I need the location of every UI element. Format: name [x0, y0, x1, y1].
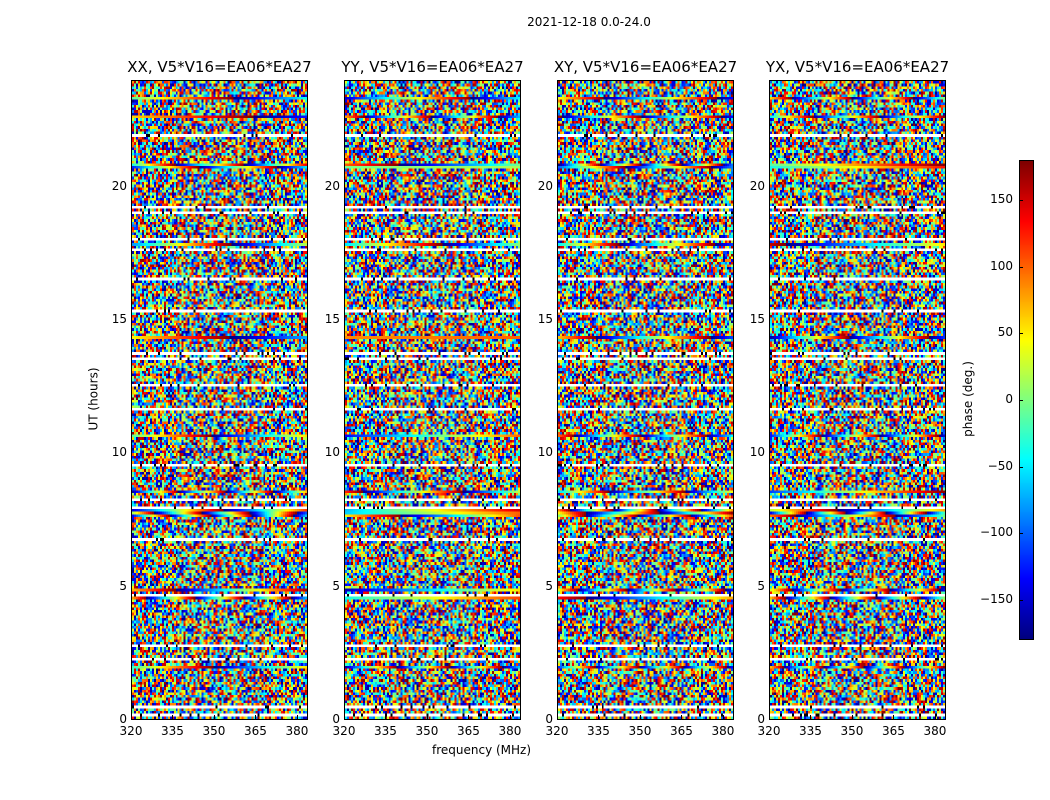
y-tick-label: 5: [332, 578, 340, 593]
y-tick-label: 10: [324, 445, 340, 460]
y-tick-label: 20: [537, 178, 553, 193]
x-tick-label: 320: [332, 724, 356, 738]
x-tick-label: 320: [545, 724, 569, 738]
x-tick-label: 380: [923, 724, 947, 738]
x-tick-label: 365: [670, 724, 693, 738]
x-tick-mark: [810, 715, 812, 720]
y-tick-label: 0: [545, 712, 553, 726]
x-axis-label: frequency (MHz): [432, 743, 532, 757]
heatmap-panel: [344, 80, 521, 720]
y-tick-label: 15: [537, 312, 553, 326]
x-tick-mark: [893, 715, 895, 720]
colorbar-tick-label: 50: [997, 325, 1013, 340]
x-tick-mark: [681, 715, 683, 720]
x-tick-mark: [385, 715, 387, 720]
x-tick-mark: [172, 715, 174, 720]
y-tick-label: 0: [332, 712, 340, 726]
colorbar-tick-label: 0: [1005, 392, 1013, 406]
x-tick-label: 350: [415, 724, 439, 738]
heatmap-cells: [770, 81, 945, 719]
colorbar-tick-mark: [1019, 400, 1023, 401]
panel-title: YY, V5*V16=EA06*EA27: [341, 58, 524, 76]
colorbar-tick-label: −150: [980, 592, 1013, 606]
x-tick-label: 365: [882, 724, 905, 738]
y-tick-label: 15: [324, 312, 340, 326]
colorbar-tick-mark: [1019, 333, 1023, 335]
y-tick-label: 15: [111, 312, 127, 326]
y-tick-label: 20: [324, 178, 340, 193]
x-tick-label: 335: [799, 724, 822, 738]
heatmap-panel: [131, 80, 308, 720]
x-tick-label: 320: [119, 724, 143, 738]
panel-title: YX, V5*V16=EA06*EA27: [765, 58, 950, 76]
x-tick-mark: [769, 715, 770, 720]
colorbar-tick-mark: [1019, 266, 1023, 268]
heatmap-cells: [132, 81, 307, 719]
panel-title: XY, V5*V16=EA06*EA27: [553, 58, 738, 76]
x-tick-label: 320: [757, 724, 781, 738]
x-tick-mark: [468, 715, 470, 720]
colorbar-tick-mark: [1019, 200, 1023, 201]
x-tick-mark: [426, 715, 428, 720]
x-tick-label: 335: [374, 724, 397, 738]
x-tick-label: 335: [161, 724, 184, 738]
x-tick-label: 365: [457, 724, 480, 738]
y-tick-label: 15: [749, 312, 765, 326]
colorbar-tick-mark: [1019, 533, 1023, 535]
colorbar-tick-label: −50: [987, 458, 1013, 473]
x-tick-label: 365: [244, 724, 267, 738]
heatmap-cells: [558, 81, 733, 719]
x-tick-mark: [509, 715, 511, 720]
x-tick-label: 350: [840, 724, 864, 738]
heatmap-panel: [769, 80, 946, 720]
y-tick-label: 20: [111, 178, 127, 193]
x-tick-label: 380: [711, 724, 735, 738]
y-tick-label: 10: [537, 445, 553, 460]
x-tick-mark: [213, 715, 215, 720]
x-tick-mark: [639, 715, 641, 720]
y-tick-label: 5: [545, 578, 553, 593]
x-tick-label: 380: [285, 724, 309, 738]
y-tick-label: 0: [757, 712, 765, 726]
colorbar-tick-label: 100: [990, 258, 1013, 273]
x-tick-mark: [851, 715, 853, 720]
x-tick-mark: [934, 715, 936, 720]
colorbar-tick-label: 150: [990, 192, 1013, 206]
x-tick-label: 350: [202, 724, 226, 738]
heatmap-panel: [557, 80, 734, 720]
y-tick-label: 10: [111, 445, 127, 460]
x-tick-mark: [598, 715, 600, 720]
y-tick-label: 5: [119, 578, 127, 593]
x-tick-mark: [722, 715, 724, 720]
x-tick-mark: [255, 715, 257, 720]
x-tick-mark: [296, 715, 298, 720]
y-tick-label: 5: [757, 578, 765, 593]
x-tick-label: 335: [587, 724, 610, 738]
colorbar-tick-mark: [1019, 600, 1023, 601]
panel-title: XX, V5*V16=EA06*EA27: [127, 58, 312, 76]
x-tick-mark: [557, 715, 558, 720]
colorbar-tick-mark: [1019, 466, 1023, 468]
x-tick-label: 350: [628, 724, 652, 738]
y-tick-label: 20: [749, 178, 765, 193]
y-tick-label: 0: [119, 712, 127, 726]
x-tick-mark: [344, 715, 345, 720]
x-tick-mark: [131, 715, 132, 720]
heatmap-cells: [345, 81, 520, 719]
figure-title: 2021-12-18 0.0-24.0: [527, 15, 651, 29]
x-tick-label: 380: [498, 724, 522, 738]
y-tick-label: 10: [749, 445, 765, 460]
y-axis-label: UT (hours): [86, 367, 101, 431]
colorbar-tick-label: −100: [980, 525, 1013, 540]
